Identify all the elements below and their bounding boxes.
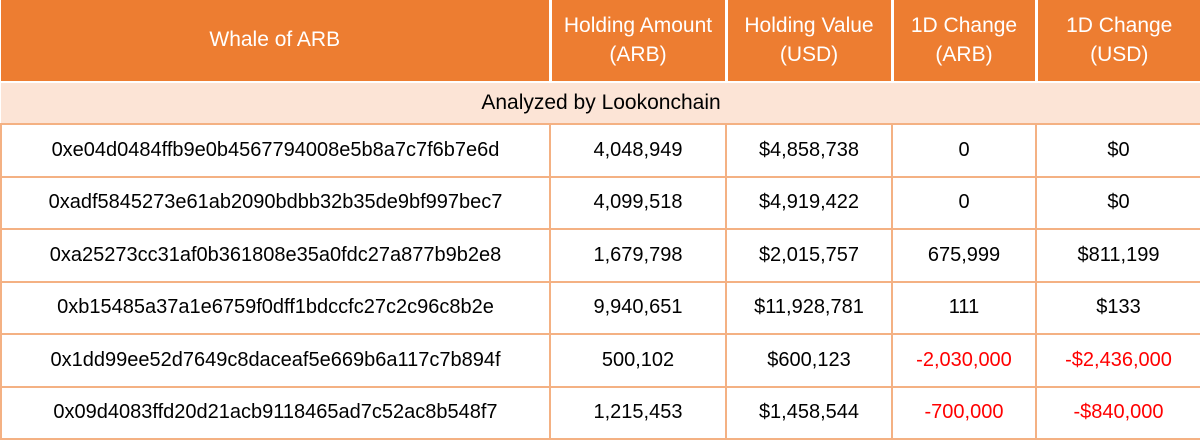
header-holding-value-usd: Holding Value (USD) (724, 0, 892, 82)
table-row: 0x09d4083ffd20d21acb9118465ad7c52ac8b548… (0, 385, 1200, 440)
header-line1: 1D Change (910, 14, 1018, 38)
header-line1: Holding Value (744, 14, 874, 38)
holding-amount-cell: 9,940,651 (549, 280, 727, 335)
change-usd-cell: $133 (1035, 280, 1200, 335)
holding-value-cell: $2,015,757 (725, 228, 893, 283)
change-arb-cell: -2,030,000 (891, 333, 1037, 388)
table-row: 0xe04d0484ffb9e0b4567794008e5b8a7c7f6b7e… (0, 123, 1200, 178)
header-1d-change-usd: 1D Change (USD) (1034, 0, 1200, 82)
header-line2: (USD) (1090, 42, 1149, 66)
header-line2: (USD) (779, 42, 839, 66)
change-usd-cell: $0 (1035, 175, 1200, 230)
address-cell: 0x1dd99ee52d7649c8daceaf5e669b6a117c7b89… (0, 333, 551, 388)
header-row: Whale of ARB Holding Amount (ARB) Holdin… (1, 0, 1200, 82)
change-usd-cell: $811,199 (1035, 228, 1200, 283)
table-header: Whale of ARB Holding Amount (ARB) Holdin… (1, 0, 1200, 125)
change-arb-cell: 0 (891, 175, 1037, 230)
header-line2: (ARB) (609, 42, 667, 66)
holding-amount-cell: 4,099,518 (549, 175, 727, 230)
holding-value-cell: $600,123 (725, 333, 893, 388)
holding-value-cell: $4,858,738 (725, 123, 893, 178)
holding-value-cell: $11,928,781 (725, 280, 893, 335)
table-body: 0xe04d0484ffb9e0b4567794008e5b8a7c7f6b7e… (0, 123, 1200, 440)
header-line1: 1D Change (1066, 14, 1173, 38)
holding-value-cell: $1,458,544 (725, 385, 893, 440)
change-arb-cell: -700,000 (891, 385, 1037, 440)
address-cell: 0xa25273cc31af0b361808e35a0fdc27a877b9b2… (0, 228, 551, 283)
change-arb-cell: 675,999 (891, 228, 1037, 283)
change-arb-cell: 111 (891, 280, 1037, 335)
holding-amount-cell: 500,102 (549, 333, 727, 388)
change-usd-cell: -$840,000 (1035, 385, 1200, 440)
holding-value-cell: $4,919,422 (725, 175, 893, 230)
address-cell: 0xe04d0484ffb9e0b4567794008e5b8a7c7f6b7e… (0, 123, 551, 178)
table-row: 0xb15485a37a1e6759f0dff1bdccfc27c2c96c8b… (0, 280, 1200, 335)
header-whale-of-arb: Whale of ARB (1, 0, 550, 82)
holding-amount-cell: 1,679,798 (549, 228, 727, 283)
holding-amount-cell: 4,048,949 (549, 123, 727, 178)
header-title-text: Whale of ARB (209, 28, 341, 52)
header-1d-change-arb: 1D Change (ARB) (890, 0, 1036, 82)
address-cell: 0x09d4083ffd20d21acb9118465ad7c52ac8b548… (0, 385, 551, 440)
change-usd-cell: -$2,436,000 (1035, 333, 1200, 388)
address-cell: 0xadf5845273e61ab2090bdbb32b35de9bf997be… (0, 175, 551, 230)
header-line1: Holding Amount (563, 14, 713, 38)
header-line2: (ARB) (935, 42, 993, 66)
banner-row: Analyzed by Lookonchain (1, 81, 1200, 125)
change-arb-cell: 0 (891, 123, 1037, 178)
change-usd-cell: $0 (1035, 123, 1200, 178)
table-row: 0xadf5845273e61ab2090bdbb32b35de9bf997be… (0, 175, 1200, 230)
holding-amount-cell: 1,215,453 (549, 385, 727, 440)
address-cell: 0xb15485a37a1e6759f0dff1bdccfc27c2c96c8b… (0, 280, 551, 335)
header-holding-amount-arb: Holding Amount (ARB) (548, 0, 726, 82)
analyzed-by-banner: Analyzed by Lookonchain (1, 81, 1200, 125)
table-row: 0xa25273cc31af0b361808e35a0fdc27a877b9b2… (0, 228, 1200, 283)
table-row: 0x1dd99ee52d7649c8daceaf5e669b6a117c7b89… (0, 333, 1200, 388)
